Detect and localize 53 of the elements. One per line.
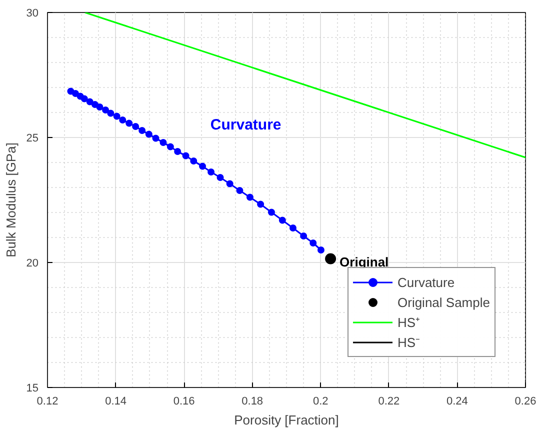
point bbox=[86, 98, 94, 106]
point bbox=[107, 110, 114, 117]
y-tick-label: 20 bbox=[26, 258, 39, 270]
point bbox=[174, 148, 182, 155]
x-tick-label: 0.2 bbox=[312, 396, 328, 408]
point bbox=[113, 112, 120, 120]
point bbox=[119, 116, 126, 124]
point bbox=[208, 168, 215, 176]
x-tick-label: 0.24 bbox=[446, 396, 468, 408]
x-tick-label: 0.14 bbox=[105, 396, 127, 408]
point bbox=[126, 120, 133, 127]
y-tick-label: 30 bbox=[26, 8, 39, 20]
annotation: Original bbox=[340, 254, 389, 270]
point bbox=[289, 224, 296, 232]
point bbox=[132, 123, 140, 130]
x-axis-title: Porosity [Fraction] bbox=[234, 412, 339, 428]
point bbox=[199, 162, 206, 170]
point bbox=[166, 143, 174, 150]
legend-label: HS⁻ bbox=[398, 334, 420, 351]
y-tick-label: 25 bbox=[26, 132, 39, 144]
legend-label: HS⁺ bbox=[398, 314, 420, 331]
legend-label: Original Sample bbox=[398, 294, 490, 310]
point bbox=[257, 200, 264, 208]
point bbox=[300, 232, 308, 240]
point bbox=[246, 194, 254, 201]
point bbox=[80, 95, 88, 102]
point bbox=[145, 130, 152, 138]
x-tick-label: 0.18 bbox=[242, 396, 264, 408]
x-tick-label: 0.12 bbox=[36, 396, 58, 408]
legend-label: Curvature bbox=[398, 274, 455, 290]
point bbox=[96, 104, 104, 110]
point bbox=[278, 216, 286, 224]
point bbox=[317, 246, 324, 254]
x-tick-label: 0.26 bbox=[514, 396, 536, 408]
point bbox=[226, 180, 234, 188]
x-tick-label: 0.16 bbox=[173, 396, 195, 408]
point bbox=[236, 187, 244, 194]
annotation: Curvature bbox=[210, 116, 282, 134]
point bbox=[160, 139, 167, 146]
point bbox=[325, 253, 336, 264]
y-tick-label: 15 bbox=[26, 382, 39, 394]
point bbox=[72, 90, 79, 97]
point bbox=[152, 134, 160, 142]
point bbox=[182, 152, 190, 160]
point bbox=[216, 174, 224, 181]
point bbox=[91, 101, 98, 108]
point bbox=[102, 106, 110, 114]
y-axis-title: Bulk Modulus [GPa] bbox=[3, 142, 18, 258]
point bbox=[190, 158, 198, 164]
point bbox=[310, 240, 317, 246]
x-tick-label: 0.22 bbox=[378, 396, 400, 408]
point bbox=[268, 208, 275, 216]
point bbox=[138, 127, 146, 134]
